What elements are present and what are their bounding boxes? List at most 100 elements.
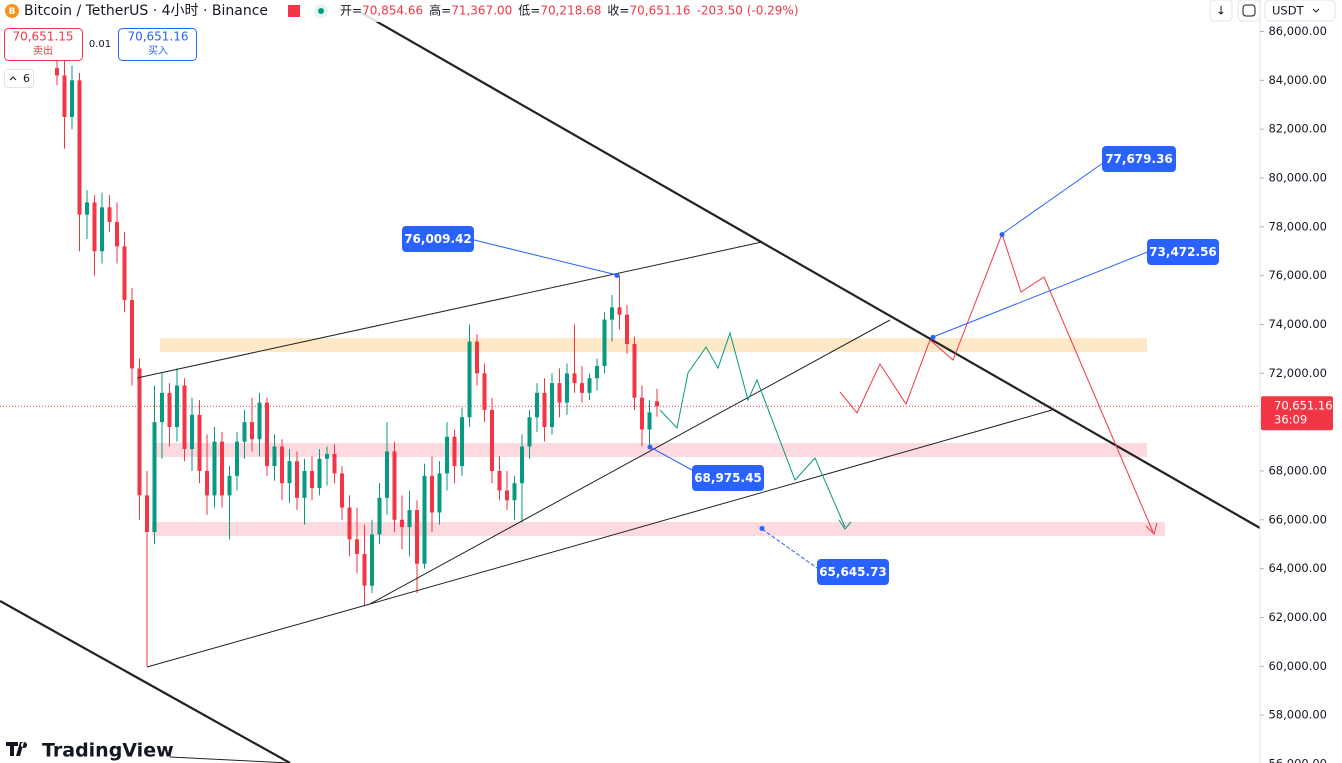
callout-label: 76,009.42 (404, 232, 472, 246)
candle-body (482, 373, 487, 410)
reset-button[interactable] (1237, 0, 1261, 22)
y-tick-label: 56,000.00 (1268, 756, 1327, 763)
candle-body (332, 453, 337, 474)
candle-body (280, 446, 284, 484)
candle-body (452, 436, 457, 467)
candle-body (62, 75, 67, 117)
candle-body (550, 383, 554, 428)
callout-dot (930, 334, 936, 340)
y-tick-label: 58,000.00 (1268, 708, 1327, 722)
candle-body (325, 453, 329, 459)
price-axis: 86,000.00 84,000.00 82,000.00 80,000.00 78,0… (1260, 24, 1327, 763)
callout-dot (614, 272, 620, 278)
candle-body (377, 497, 382, 535)
down-icon: ↓ (1216, 4, 1226, 18)
callout-label: 73,472.56 (1149, 245, 1217, 259)
candle-body (505, 490, 509, 501)
callout-line (473, 239, 618, 276)
arrow-head (1145, 522, 1158, 535)
candle-body (640, 397, 644, 430)
trade-buttons: 70,651.15 卖出 0.01 70,651.16 买入 6 (4, 28, 197, 88)
candle-body (287, 461, 292, 484)
candle-body (512, 483, 517, 501)
candle-body (580, 383, 584, 393)
callout-box (817, 559, 889, 585)
candle-body (385, 451, 389, 498)
spread: 0.01 (89, 39, 111, 50)
trend-line (359, 11, 1261, 529)
candle-body (392, 451, 397, 520)
candle-body (130, 300, 134, 369)
candle-body (257, 402, 262, 440)
candle-body (85, 202, 89, 215)
ohlc-key: 低= (518, 4, 540, 18)
flag[interactable] (288, 5, 300, 17)
ohlc-key: 高= (429, 3, 451, 18)
coin-icon (5, 4, 19, 18)
candle-body (190, 414, 194, 449)
candle-body (542, 392, 547, 428)
callout-label: 65,645.73 (819, 565, 887, 579)
buy-button[interactable] (118, 28, 197, 61)
candle-body (430, 475, 434, 513)
candle-body (107, 207, 112, 222)
candle-body (535, 392, 539, 418)
candle-body (227, 475, 232, 496)
y-tick-label: 72,000.00 (1268, 366, 1327, 380)
ohlc-value: 70,651.16 (629, 4, 690, 18)
candle-body (475, 341, 479, 374)
candle-body (115, 221, 119, 247)
candle-body (70, 80, 74, 117)
candle-body (520, 446, 524, 484)
candle-body (490, 409, 494, 471)
header-bg (0, 0, 1258, 22)
candle-body (595, 365, 599, 379)
ohlc-value: 71,367.00 (451, 4, 512, 18)
y-tick-label: 62,000.00 (1268, 610, 1327, 624)
indicators-toggle[interactable] (4, 69, 34, 88)
last-price-label: 70,651.16 (1274, 399, 1333, 413)
y-tick-label: 64,000.00 (1268, 561, 1327, 575)
candle-body (655, 401, 659, 407)
candle-body (400, 519, 404, 528)
currency-select[interactable] (1264, 0, 1336, 22)
candle-body (272, 446, 277, 467)
callout-box (692, 465, 764, 491)
candle-body (77, 80, 82, 215)
ohlc-value: 70,218.68 (540, 4, 601, 18)
trend-line (136, 241, 763, 379)
brand: TradingView (42, 740, 174, 762)
candle-body (182, 385, 187, 449)
candle-body (625, 314, 629, 345)
candle-body (362, 553, 367, 586)
projection-path (839, 232, 1154, 533)
candle-body (445, 436, 449, 474)
chevron (9, 76, 17, 81)
callout-box (402, 226, 474, 252)
candle-body (265, 402, 269, 467)
candle-body (122, 246, 127, 301)
scroll-button[interactable] (1209, 0, 1233, 22)
callout-labels: 76,009.42 68,975.45 65,645.73 77,679.36 … (402, 146, 1219, 585)
candle-body (242, 422, 247, 442)
callout-box (1147, 239, 1219, 265)
ohlc-values: 开= 70,854.66 高= 71,367.00 低= 70,218.68 收= 70,65… (340, 3, 799, 18)
sell-button[interactable] (4, 28, 83, 61)
buy-price: 70,651.16 (127, 30, 188, 44)
resistance-zone (160, 338, 1147, 352)
candle-body (92, 202, 97, 252)
candle-body (235, 441, 239, 476)
candle-body (557, 383, 562, 403)
y-tick-label: 74,000.00 (1268, 317, 1327, 331)
candle-body (617, 307, 622, 315)
candle-body (220, 441, 224, 496)
candles (55, 51, 659, 667)
candle-body (572, 373, 577, 384)
candle-body (527, 417, 532, 447)
callout-dot (999, 232, 1005, 238)
candle-body (295, 461, 299, 498)
candle-body (422, 475, 427, 564)
callout-box (1102, 146, 1176, 172)
